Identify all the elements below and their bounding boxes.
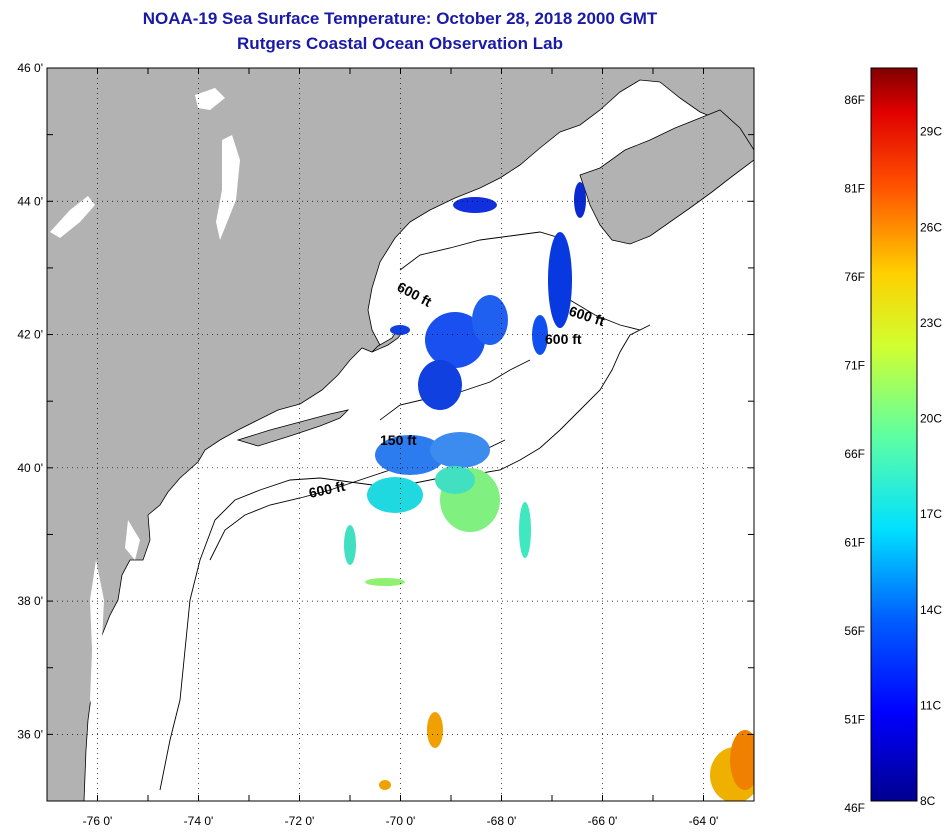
colorbar-c-label: 20C: [920, 412, 942, 426]
contour-label: 600 ft: [307, 478, 346, 501]
grid-lines: [47, 68, 754, 801]
sst-patch: [418, 360, 462, 410]
delaware-bay: [125, 520, 140, 560]
lake: [216, 135, 240, 240]
sst-patch: [548, 232, 572, 328]
x-tick-label: -64 0': [689, 814, 719, 828]
colorbar-celsius-labels: 29C 26C 23C 20C 17C 14C 11C 8C: [920, 125, 942, 808]
y-tick-label: 38 0': [17, 594, 43, 608]
land-mainland: [47, 68, 754, 801]
colorbar-fahrenheit-labels: 86F 81F 76F 71F 66F 61F 56F 51F 46F: [844, 93, 865, 815]
colorbar-c-label: 14C: [920, 603, 942, 617]
lake: [195, 88, 225, 110]
x-tick-label: -72 0': [285, 814, 315, 828]
colorbar-c-label: 17C: [920, 507, 942, 521]
y-tick-label: 40 0': [17, 461, 43, 475]
y-tick-label: 46 0': [17, 61, 43, 75]
chesapeake-bay: [90, 560, 104, 720]
x-axis-ticks: -76 0' -74 0' -72 0' -70 0' -68 0' -66 0' -64 …: [46, 68, 755, 828]
land-nova-scotia: [579, 109, 754, 245]
x-tick-label: -74 0': [184, 814, 214, 828]
colorbar-c-label: 23C: [920, 316, 942, 330]
map-content: [47, 68, 754, 801]
sst-patch: [365, 578, 405, 586]
contour-label: 600 ft: [545, 331, 582, 347]
y-tick-label: 42 0': [17, 328, 43, 342]
sst-patch: [375, 435, 445, 475]
sst-data: [344, 182, 754, 801]
sst-patch: [379, 780, 391, 790]
sst-patch: [730, 730, 754, 790]
sst-patch: [519, 502, 531, 558]
x-tick-label: -70 0': [386, 814, 416, 828]
colorbar-f-label: 51F: [844, 713, 865, 727]
sst-patch: [390, 325, 410, 335]
x-tick-label: -68 0': [487, 814, 517, 828]
x-tick-label: -76 0': [83, 814, 113, 828]
sst-patch: [430, 432, 490, 468]
colorbar-f-label: 81F: [844, 181, 865, 195]
sst-patch: [574, 182, 586, 218]
contour-label: 150 ft: [380, 432, 417, 448]
y-axis-ticks: 46 0' 44 0' 42 0' 40 0' 38 0' 36 0': [17, 61, 754, 802]
x-tick-label: -66 0': [588, 814, 618, 828]
sst-patch: [425, 312, 485, 368]
map-title: NOAA-19 Sea Surface Temperature: October…: [142, 9, 658, 28]
colorbar-c-label: 29C: [920, 125, 942, 139]
colorbar-f-label: 61F: [844, 536, 865, 550]
sst-patch: [427, 712, 443, 748]
sst-patch: [435, 466, 475, 494]
colorbar: [870, 67, 918, 802]
sst-patch: [367, 477, 423, 513]
colorbar-f-label: 56F: [844, 624, 865, 638]
colorbar-c-label: 11C: [920, 698, 941, 712]
sst-patch: [532, 315, 548, 355]
colorbar-f-label: 71F: [844, 358, 865, 372]
land-long-island: [236, 409, 350, 447]
y-tick-label: 44 0': [17, 194, 43, 208]
colorbar-f-label: 86F: [844, 93, 865, 107]
colorbar-f-label: 76F: [844, 270, 865, 284]
lake: [50, 196, 95, 238]
map-subtitle: Rutgers Coastal Ocean Observation Lab: [237, 34, 563, 53]
colorbar-c-label: 26C: [920, 220, 942, 234]
colorbar-f-label: 66F: [844, 447, 865, 461]
colorbar-c-label: 8C: [920, 794, 936, 808]
sst-patch: [453, 197, 497, 213]
sst-patch: [344, 525, 356, 565]
sst-patch: [472, 295, 508, 345]
y-tick-label: 36 0': [17, 727, 43, 741]
colorbar-f-label: 46F: [844, 801, 865, 815]
